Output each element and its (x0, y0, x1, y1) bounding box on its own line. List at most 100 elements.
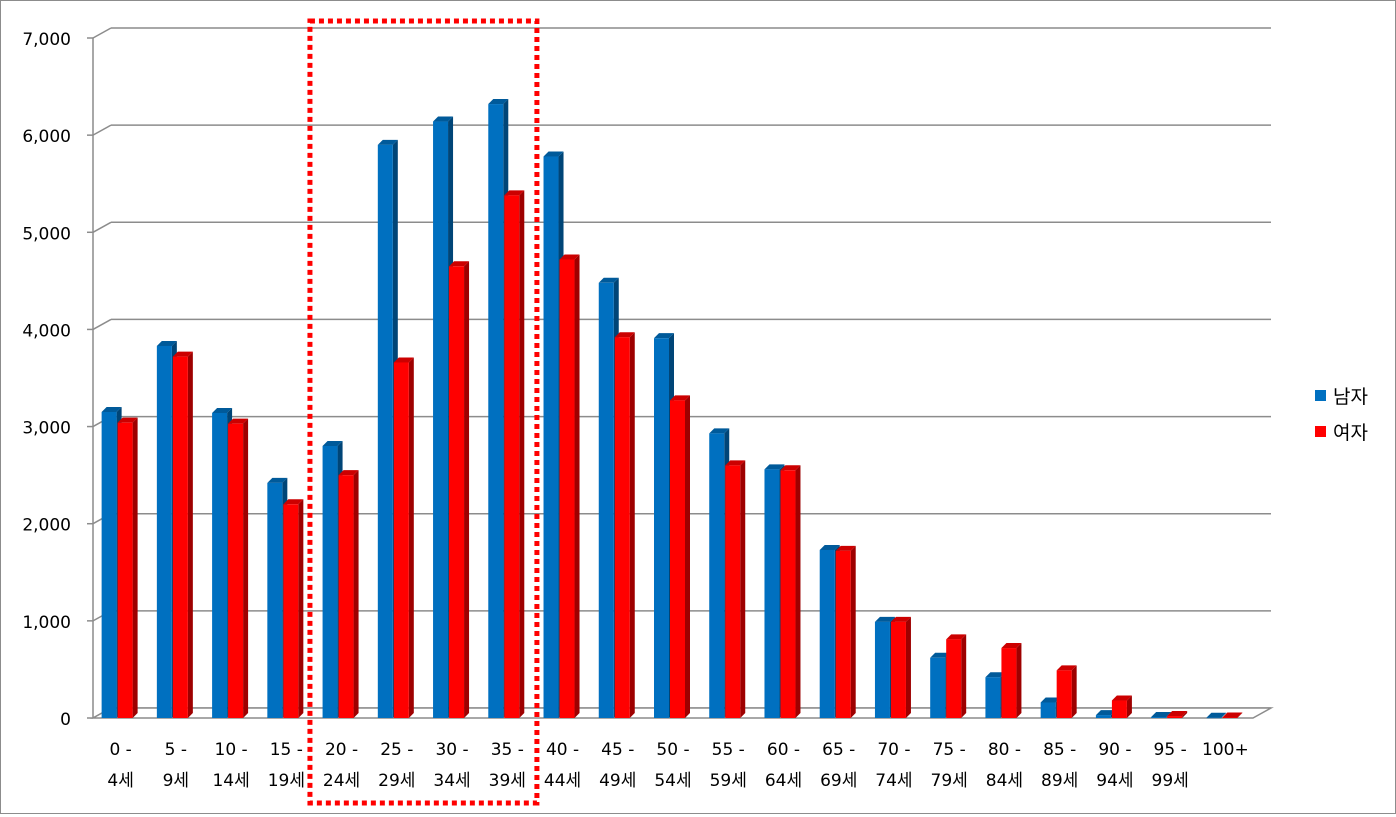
gridline-depth (92, 124, 112, 136)
x-tick-label: 80 - (988, 740, 1021, 760)
bar-top (874, 616, 895, 622)
legend-swatch-male (1315, 389, 1326, 401)
bar-female (1056, 665, 1077, 718)
bar-top (1111, 695, 1132, 701)
bar-female (890, 616, 911, 718)
x-tick-label: 10 - (215, 740, 248, 760)
bar-front (228, 423, 244, 718)
x-tick-label: 4세 (107, 771, 133, 791)
bar-top (780, 465, 801, 471)
bar-top (504, 190, 525, 196)
bar-side (1071, 665, 1077, 718)
x-tick-label: 49세 (599, 771, 636, 791)
x-tick-label: 5 - (165, 740, 187, 760)
bar-female (614, 332, 635, 718)
x-tick-label: 70 - (877, 740, 910, 760)
bar-front (488, 104, 504, 719)
x-tick-label: 15 - (270, 740, 303, 760)
y-axis-ticks: 0 1,000 2,000 3,000 4,000 5,000 6,000 7,000 (22, 30, 71, 730)
x-tick-label: 79세 (931, 771, 968, 791)
bar-top (338, 470, 359, 476)
x-tick-label: 75 - (933, 740, 966, 760)
x-tick-label: 99세 (1152, 771, 1189, 791)
x-tick-label: 95 - (1154, 740, 1187, 760)
bar-side (1182, 711, 1188, 718)
bar-side (243, 418, 249, 718)
bar-side (353, 470, 359, 718)
bar-top (156, 340, 177, 346)
bar-side (464, 261, 470, 718)
bar-top (212, 407, 233, 413)
x-tick-label: 24세 (323, 771, 360, 791)
bar-top (614, 332, 635, 338)
x-tick-label: 65 - (822, 740, 855, 760)
bar-female (504, 190, 525, 718)
bar-front (559, 259, 575, 718)
legend-item-female: 여자 (1315, 413, 1368, 449)
legend-label-female: 여자 (1333, 421, 1368, 444)
y-tick-label: 4,000 (22, 321, 71, 341)
bar-female (835, 545, 856, 718)
bar-side (961, 634, 967, 718)
x-tick-label: 25 - (380, 740, 413, 760)
x-tick-label: 9세 (163, 771, 189, 791)
bar-front (117, 422, 133, 718)
bar-female (172, 351, 193, 718)
bar-top (433, 116, 454, 122)
bar-side (519, 190, 525, 718)
x-tick-label: 44세 (544, 771, 581, 791)
bar-side (187, 351, 193, 718)
bar-front (764, 469, 780, 718)
x-tick-label: 30 - (435, 740, 468, 760)
bar-top (1095, 710, 1116, 716)
bar-front (156, 345, 172, 718)
y-tick-label: 7,000 (22, 30, 71, 50)
bar-front (338, 475, 354, 718)
bar-top (283, 499, 304, 505)
bar-side (685, 395, 690, 718)
bar-top (890, 616, 911, 622)
bar-front (1040, 702, 1056, 718)
gridline-depth (92, 27, 112, 39)
legend-label-male: 남자 (1333, 385, 1368, 408)
bar-top (322, 441, 343, 446)
bar-female (946, 634, 967, 718)
bar-front (267, 482, 283, 718)
gridline-depth (92, 221, 112, 233)
y-tick-label: 2,000 (22, 516, 71, 536)
bar-side (1237, 712, 1243, 718)
bar-front (614, 337, 630, 718)
x-tick-label: 60 - (767, 740, 800, 760)
bar-side (740, 460, 746, 718)
bar-front (1206, 717, 1222, 719)
x-tick-label: 34세 (433, 771, 470, 791)
x-tick-label: 29세 (378, 771, 415, 791)
bar-side (1221, 712, 1227, 718)
bar-side (795, 465, 801, 718)
bar-front (1167, 716, 1183, 718)
bar-top (1001, 643, 1022, 649)
gridline-depth (92, 318, 112, 331)
bar-top (449, 261, 470, 267)
bar-top (709, 428, 730, 434)
bar-front (835, 550, 851, 718)
bar-front (654, 338, 669, 718)
bar-top (101, 407, 122, 412)
bar-top (930, 652, 951, 658)
bar-top (764, 464, 785, 470)
bar-side (850, 545, 856, 718)
bar-front (780, 470, 796, 718)
y-tick-label: 3,000 (22, 419, 71, 439)
bar-top (598, 277, 619, 283)
bar-top (1206, 712, 1227, 718)
bar-front (725, 465, 741, 718)
bar-front (322, 446, 338, 718)
bar-front (1111, 700, 1127, 718)
bar-top (488, 99, 509, 105)
bar-front (1222, 717, 1238, 719)
bar-top (670, 395, 690, 401)
bar-female (228, 418, 249, 718)
bar-top (1040, 697, 1061, 703)
x-tick-label: 50 - (656, 740, 689, 760)
